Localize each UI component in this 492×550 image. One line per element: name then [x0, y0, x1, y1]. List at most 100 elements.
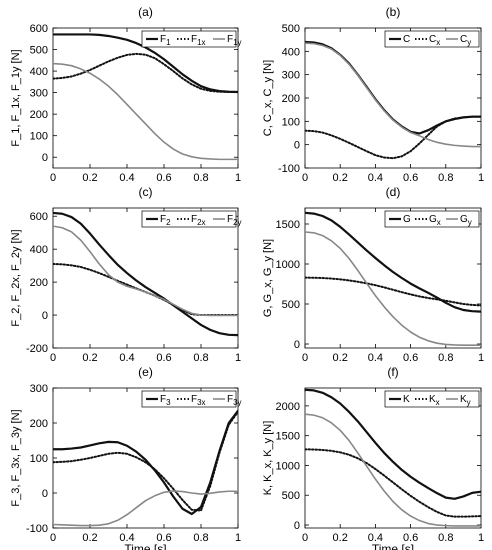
legend-entry-label: K [403, 394, 410, 405]
x-tick-label: 0.2 [333, 352, 348, 364]
legend-entry-label: Gy [460, 214, 472, 227]
y-tick-label: 400 [30, 66, 48, 78]
x-tick-label: 0.4 [368, 532, 383, 544]
x-tick-label: 0.8 [438, 352, 453, 364]
series-line-dotted [53, 410, 238, 512]
x-tick-label: 0.6 [156, 532, 171, 544]
y-tick-label: 600 [30, 211, 48, 223]
legend-subscript-text: 1y [233, 38, 241, 47]
x-axis-label: Time [s] [372, 542, 414, 550]
y-axis-label: F_3, F_3x, F_3y [N] [10, 409, 22, 506]
y-tick-label: 1500 [276, 219, 300, 231]
x-tick-label: 1 [478, 352, 484, 364]
series-line-gray [305, 413, 481, 527]
legend-box [384, 390, 480, 408]
legend-base-text: K [460, 394, 467, 405]
legend-base-text: K [429, 394, 436, 405]
y-axis-label: F_1, F_1x, F_1y [N] [10, 49, 22, 146]
series-line-solid [305, 211, 481, 313]
series-line-dotted [53, 52, 238, 93]
x-tick-label: 0.6 [403, 172, 418, 184]
x-tick-label: 1 [235, 352, 241, 364]
series-line-dotted [305, 276, 481, 307]
legend-subscript-text: 3 [166, 398, 171, 407]
y-tick-label: 0 [42, 488, 48, 500]
legend-entry-label: F3x [191, 394, 206, 407]
y-tick-label: 300 [30, 88, 48, 100]
legend-subscript-text: x [436, 38, 440, 47]
y-tick-label: 1000 [276, 460, 300, 472]
legend-entry-label: Kx [429, 394, 440, 407]
legend-base-text: F [160, 34, 166, 45]
legend-subscript-text: y [467, 38, 471, 47]
legend-subscript-text: 1 [166, 38, 171, 47]
series-line-dotted [53, 263, 238, 317]
y-tick-label: 600 [30, 23, 48, 35]
legend-base-text: F [160, 214, 166, 225]
legend-base-text: F [227, 394, 233, 405]
legend: F3 F3x F3y [141, 390, 242, 408]
chart-panel-a: (a) 0 0.2 0.4 0.6 0.8 1 0 100 200 300 400 500 600 F_1,… [10, 5, 242, 184]
x-tick-label: 1 [235, 532, 241, 544]
y-tick-label: 100 [30, 453, 48, 465]
series-line-gray [53, 225, 238, 317]
x-tick-label: 0.2 [82, 172, 97, 184]
y-tick-label: 500 [282, 299, 300, 311]
x-tick-label: 0 [302, 532, 308, 544]
legend-subscript-text: 2x [197, 218, 205, 227]
legend-entry-label: F2 [160, 214, 171, 227]
x-tick-label: 0.6 [156, 352, 171, 364]
legend-entry-label: C [403, 34, 410, 45]
y-tick-label: 200 [30, 277, 48, 289]
x-tick-label: 0.8 [438, 172, 453, 184]
x-tick-label: 1 [235, 172, 241, 184]
legend-base-text: G [460, 214, 468, 225]
panel-label: (b) [386, 5, 401, 19]
legend-box [384, 210, 480, 228]
y-tick-label: 300 [282, 70, 300, 82]
legend-entry-label: F1 [160, 34, 171, 47]
legend-subscript-text: x [436, 398, 440, 407]
legend-base-text: F [191, 394, 197, 405]
y-tick-label: -200 [26, 343, 48, 355]
y-tick-label: 500 [282, 23, 300, 35]
y-tick-label: 400 [30, 244, 48, 256]
plot-frame [52, 27, 239, 169]
y-axis-label: F_2, F_2x, F_2y [N] [10, 229, 22, 326]
legend-base-text: C [460, 34, 467, 45]
x-tick-label: 0.2 [333, 532, 348, 544]
series-line-gray [53, 490, 238, 527]
series-line-solid [305, 388, 481, 500]
x-axis-label: Time [s] [124, 542, 166, 550]
legend-entry-label: F1x [191, 34, 206, 47]
legend: G Gx Gy [384, 210, 480, 228]
legend-entry-label: Cy [460, 34, 471, 47]
legend-base-text: F [191, 214, 197, 225]
legend: C Cx Cy [384, 30, 480, 48]
legend-entry-label: Ky [460, 394, 471, 407]
y-tick-label: 100 [282, 116, 300, 128]
legend-base-text: G [429, 214, 437, 225]
y-tick-label: 100 [30, 131, 48, 143]
legend-base-text: C [403, 34, 410, 45]
panel-label: (d) [386, 185, 401, 199]
y-tick-label: 200 [282, 93, 300, 105]
y-axis-label: C, C_x, C_y [N] [262, 60, 274, 136]
legend-base-text: F [191, 34, 197, 45]
x-tick-label: 0.4 [119, 172, 134, 184]
legend: F2 F2x F2y [141, 210, 242, 228]
legend-base-text: C [429, 34, 436, 45]
series-line-dotted [305, 115, 481, 160]
legend-subscript-text: 3x [197, 398, 205, 407]
series-line-gray [53, 62, 238, 161]
series-line-solid [53, 211, 238, 337]
legend-subscript-text: 2y [233, 218, 241, 227]
x-tick-label: 0.4 [119, 352, 134, 364]
y-tick-label: 200 [30, 109, 48, 121]
x-tick-label: 0 [302, 172, 308, 184]
